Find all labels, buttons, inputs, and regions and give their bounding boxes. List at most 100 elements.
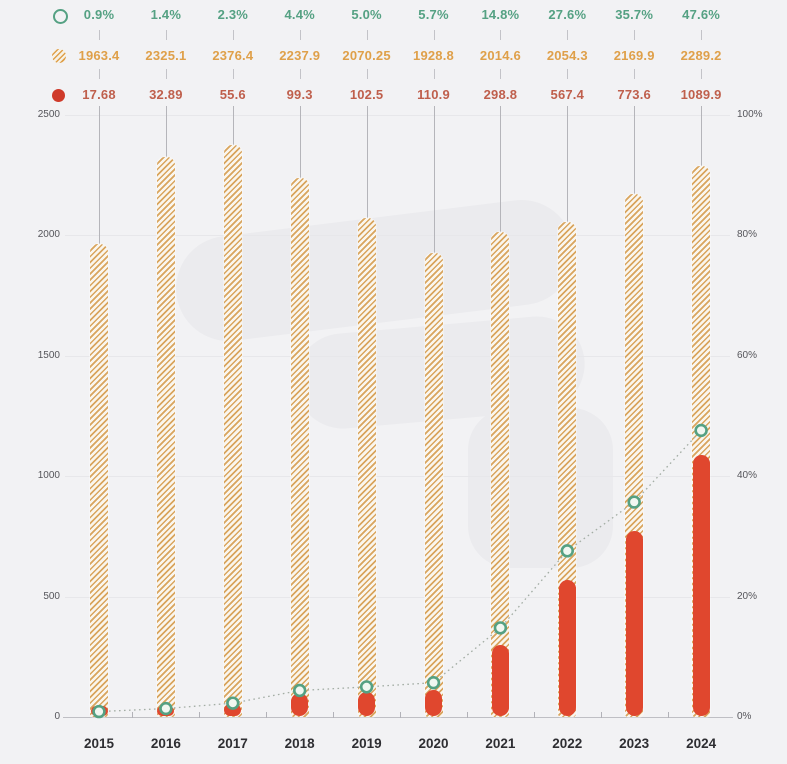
gridline: [65, 115, 730, 116]
table-connector-tick: [232, 30, 234, 40]
x-axis-label: 2016: [150, 736, 181, 751]
table-connector-tick: [99, 30, 100, 40]
total-volume-value: 2289.2: [680, 48, 722, 63]
gridline: [65, 355, 730, 357]
growth-rate-value: 14.8%: [481, 7, 520, 22]
table-connector-tick: [232, 69, 234, 79]
table-connector-tick: [500, 69, 502, 79]
x-axis-tick: [400, 712, 402, 718]
y-axis-label-left: 500: [43, 590, 60, 602]
table-connector-tick: [165, 69, 167, 79]
circle-outline-icon[interactable]: [53, 9, 68, 24]
hatched-bar[interactable]: [357, 218, 376, 717]
hatched-bar[interactable]: [156, 157, 175, 717]
x-axis-tick: [199, 712, 201, 718]
hatched-circle-icon[interactable]: [52, 49, 66, 63]
watermark-shape: [468, 408, 613, 568]
table-connector-tick: [701, 30, 703, 40]
table-connector-tick: [433, 69, 435, 79]
table-connector-tick: [634, 30, 636, 40]
segment-volume-value: 110.9: [417, 87, 450, 102]
red-bar[interactable]: [558, 580, 576, 716]
y-axis-label-right: 40%: [737, 470, 758, 482]
y-axis-label-right: 0%: [737, 711, 752, 722]
growth-rate-value: 5.0%: [351, 7, 382, 22]
table-connector-tick: [366, 30, 368, 40]
hatched-bar[interactable]: [290, 178, 309, 717]
x-axis-label: 2020: [418, 736, 449, 751]
x-axis-tick: [533, 712, 535, 718]
y-axis-label-left: 0: [54, 711, 60, 722]
table-connector-tick: [299, 69, 301, 79]
segment-volume-value: 773.6: [617, 87, 651, 102]
segment-volume-value: 1089.9: [680, 87, 722, 102]
connector-line: [567, 106, 569, 223]
connector-line: [299, 106, 301, 179]
x-axis-tick: [667, 712, 669, 718]
x-axis-tick: [466, 712, 468, 718]
table-connector-tick: [701, 69, 703, 79]
table-connector-tick: [366, 69, 368, 79]
red-bar[interactable]: [692, 454, 710, 716]
table-connector-tick: [634, 69, 636, 79]
red-bar[interactable]: [358, 692, 376, 716]
connector-line: [165, 106, 167, 158]
red-bar[interactable]: [224, 703, 242, 716]
x-axis-line: [63, 717, 733, 718]
segment-volume-value: 55.6: [219, 87, 246, 102]
x-axis-label: 2017: [217, 736, 248, 751]
y-axis-label-right: 60%: [737, 349, 758, 361]
connector-line: [701, 106, 703, 166]
hatched-bar[interactable]: [424, 252, 443, 717]
growth-rate-value: 0.9%: [83, 7, 115, 22]
red-bar[interactable]: [157, 706, 175, 716]
total-volume-value: 2237.9: [279, 48, 321, 63]
red-bar[interactable]: [291, 693, 309, 716]
total-volume-value: 1963.4: [78, 48, 120, 63]
hatched-bar[interactable]: [90, 244, 108, 717]
growth-rate-value: 35.7%: [615, 7, 654, 22]
table-connector-tick: [433, 30, 435, 40]
total-volume-value: 2169.9: [613, 48, 655, 63]
segment-volume-value: 298.8: [483, 87, 518, 102]
table-connector-tick: [567, 69, 569, 79]
segment-volume-value: 32.89: [149, 87, 183, 102]
filled-circle-icon[interactable]: [52, 89, 65, 102]
red-bar[interactable]: [625, 530, 643, 716]
x-axis-tick: [600, 712, 602, 718]
x-axis-label: 2021: [485, 736, 516, 751]
x-axis-tick: [266, 712, 268, 718]
x-axis-label: 2024: [686, 736, 717, 751]
connector-line: [500, 106, 502, 232]
growth-rate-value: 27.6%: [548, 7, 587, 22]
total-volume-value: 2070.25: [342, 48, 391, 63]
y-axis-label-left: 1500: [37, 349, 60, 361]
connector-line: [232, 106, 234, 145]
x-axis-tick: [333, 712, 335, 718]
x-axis-label: 2018: [284, 736, 315, 751]
red-bar[interactable]: [491, 645, 509, 716]
growth-rate-value: 4.4%: [284, 7, 315, 22]
growth-rate-value: 47.6%: [682, 7, 721, 22]
table-connector-tick: [500, 30, 502, 40]
connector-line: [433, 106, 435, 253]
y-axis-label-left: 2000: [37, 229, 60, 241]
y-axis-label-right: 80%: [737, 229, 758, 241]
red-bar[interactable]: [425, 690, 442, 716]
table-connector-tick: [165, 30, 167, 40]
growth-rate-value: 5.7%: [418, 7, 449, 22]
total-volume-value: 1928.8: [413, 48, 454, 63]
connector-line: [634, 106, 636, 195]
x-axis-label: 2022: [552, 736, 583, 751]
y-axis-label-right: 100%: [737, 109, 763, 120]
red-bar[interactable]: [90, 706, 108, 716]
hatched-bar[interactable]: [223, 144, 242, 717]
y-axis-label-left: 2500: [37, 109, 60, 120]
table-connector-tick: [567, 30, 569, 40]
segment-volume-value: 17.68: [82, 87, 116, 102]
growth-rate-value: 2.3%: [217, 7, 249, 22]
connector-line: [99, 106, 100, 245]
x-axis-tick: [132, 712, 134, 718]
table-connector-tick: [99, 69, 100, 79]
